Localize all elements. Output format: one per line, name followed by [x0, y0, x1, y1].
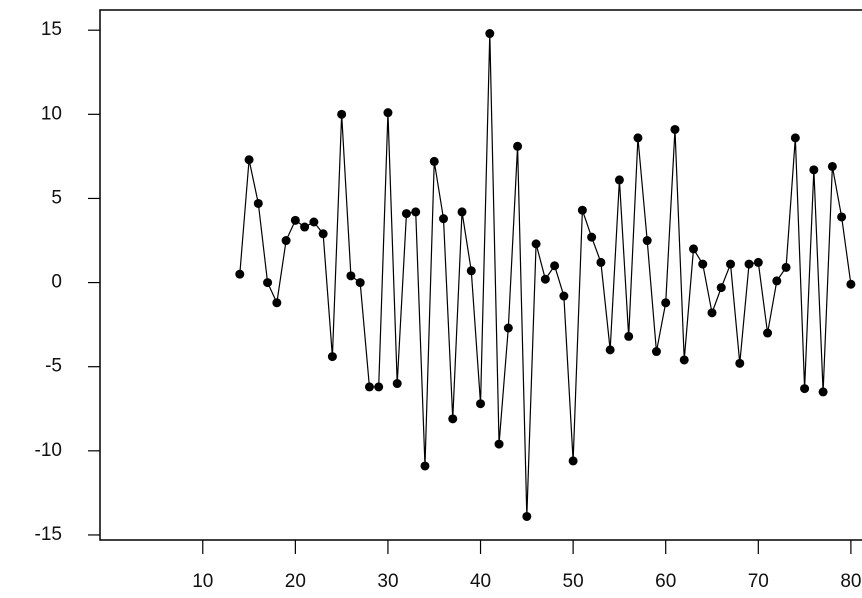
y-tick-label: -10: [35, 440, 62, 461]
y-tick-label: 5: [51, 187, 62, 208]
x-tick-label: 20: [285, 571, 306, 592]
data-point: [716, 283, 726, 293]
data-point: [540, 274, 550, 284]
data-point: [327, 352, 337, 362]
data-point: [429, 156, 439, 166]
y-tick-label: 0: [51, 272, 62, 293]
data-point: [661, 298, 671, 308]
data-point: [531, 239, 541, 249]
data-point: [707, 308, 717, 318]
data-point: [494, 439, 504, 449]
data-point: [290, 215, 300, 225]
data-point: [476, 399, 486, 409]
data-point: [411, 207, 421, 217]
data-point: [809, 165, 819, 175]
data-point: [364, 382, 374, 392]
data-point: [401, 209, 411, 219]
data-point: [309, 217, 319, 227]
data-point: [383, 108, 393, 118]
x-tick-label: 70: [748, 571, 769, 592]
data-point: [457, 207, 467, 217]
y-tick-label: 10: [41, 103, 62, 124]
data-point: [679, 355, 689, 365]
data-point: [651, 347, 661, 357]
data-point: [346, 271, 356, 281]
data-point: [244, 155, 254, 165]
data-point: [642, 236, 652, 246]
data-point: [587, 232, 597, 242]
data-point: [633, 133, 643, 143]
data-point: [818, 387, 828, 397]
data-point: [337, 109, 347, 119]
data-point: [735, 358, 745, 368]
data-point: [763, 328, 773, 338]
data-point: [800, 384, 810, 394]
x-tick-label: 30: [377, 571, 398, 592]
data-point: [772, 276, 782, 286]
data-point: [300, 222, 310, 232]
data-point: [513, 141, 523, 151]
data-point: [263, 278, 273, 288]
data-point: [568, 456, 578, 466]
data-point: [577, 205, 587, 215]
x-tick-label: 10: [192, 571, 213, 592]
data-point: [837, 212, 847, 222]
x-tick-label: 80: [840, 571, 861, 592]
data-point: [355, 278, 365, 288]
data-point: [281, 236, 291, 246]
data-point: [614, 175, 624, 185]
data-point: [827, 161, 837, 171]
data-point: [503, 323, 513, 333]
data-point: [485, 29, 495, 39]
data-point: [781, 262, 791, 272]
data-point: [522, 511, 532, 521]
data-point: [596, 257, 606, 267]
data-point: [235, 269, 245, 279]
data-point: [846, 279, 856, 289]
data-point: [550, 261, 560, 271]
data-point: [790, 133, 800, 143]
data-point: [559, 291, 569, 301]
data-point: [670, 124, 680, 134]
x-tick-label: 60: [655, 571, 676, 592]
x-tick-label: 40: [470, 571, 491, 592]
data-point: [624, 331, 634, 341]
data-point: [448, 414, 458, 424]
data-point: [420, 461, 430, 471]
data-point: [688, 244, 698, 254]
data-point: [439, 214, 449, 224]
data-point: [374, 382, 384, 392]
data-point: [744, 259, 754, 269]
y-tick-label: -15: [35, 524, 62, 545]
data-point: [392, 379, 402, 389]
data-point: [698, 259, 708, 269]
data-point: [753, 257, 763, 267]
data-point: [253, 198, 263, 208]
data-point: [318, 229, 328, 239]
data-point: [726, 259, 736, 269]
y-tick-label: -5: [45, 356, 62, 377]
y-tick-label: 15: [41, 19, 62, 40]
data-point: [466, 266, 476, 276]
data-point: [272, 298, 282, 308]
data-point: [605, 345, 615, 355]
x-tick-label: 50: [563, 571, 584, 592]
